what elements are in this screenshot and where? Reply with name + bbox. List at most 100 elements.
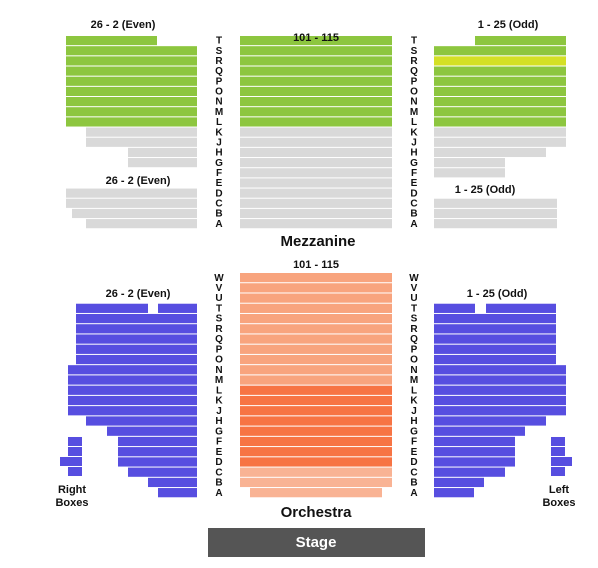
row-letter: P <box>216 344 223 355</box>
row-letter: K <box>215 396 223 407</box>
seat-row <box>128 147 197 158</box>
seat-row <box>86 127 197 137</box>
seat-row <box>68 467 82 476</box>
seat-row <box>434 137 566 147</box>
row-letter: T <box>216 303 222 314</box>
seat-row <box>128 467 197 477</box>
row-letter: Q <box>215 66 223 77</box>
seat-row <box>240 56 392 66</box>
seat-row <box>240 86 392 97</box>
seat-row <box>240 436 392 447</box>
seat-row <box>107 426 197 436</box>
seat-row <box>118 436 197 447</box>
seat-row <box>240 416 392 426</box>
seat-row <box>551 447 565 456</box>
row-letter: F <box>216 437 222 448</box>
seat-row <box>76 344 197 354</box>
seat-row <box>66 56 197 66</box>
seat-row <box>240 147 392 158</box>
seat-row <box>240 178 392 188</box>
row-letter: L <box>216 385 222 396</box>
row-letter: C <box>410 198 417 209</box>
seat-row <box>240 107 392 117</box>
seat-row <box>128 158 197 168</box>
seat-row <box>240 127 392 137</box>
seat-row <box>118 447 197 457</box>
seat-row <box>240 36 392 46</box>
seat-row <box>434 334 556 344</box>
row-letter: W <box>214 273 224 284</box>
seat-row <box>434 56 566 66</box>
seat-row <box>240 198 392 208</box>
seat-row <box>434 426 525 436</box>
row-letter: B <box>215 209 222 220</box>
row-letter: A <box>410 488 417 499</box>
seat-row <box>240 385 392 395</box>
seat-row <box>118 457 197 467</box>
row-letter: K <box>410 127 418 138</box>
row-letter: J <box>216 406 222 417</box>
row-letter: F <box>411 437 417 448</box>
row-letter: N <box>215 365 222 376</box>
row-letter: C <box>215 467 222 478</box>
seat-row <box>240 375 392 385</box>
seat-row <box>240 219 392 229</box>
row-letter: M <box>215 375 223 386</box>
seat-row <box>66 46 197 56</box>
seat-row <box>240 117 392 127</box>
seat-row <box>434 127 566 137</box>
seat-row <box>240 447 392 457</box>
seat-row <box>434 447 515 457</box>
seat-row <box>158 488 197 498</box>
row-letter: P <box>411 344 418 355</box>
seat-row <box>240 158 392 168</box>
seat-row <box>240 208 392 219</box>
row-letter: H <box>410 416 417 427</box>
seat-row <box>66 107 197 117</box>
seat-row <box>158 303 197 313</box>
row-letter: B <box>410 478 417 489</box>
row-letter: S <box>216 46 223 57</box>
seat-row <box>66 86 197 97</box>
seat-row <box>76 303 148 313</box>
seat-row <box>68 406 197 416</box>
row-letter: L <box>411 385 417 396</box>
row-letter: C <box>215 198 222 209</box>
row-letter: E <box>216 447 223 458</box>
row-letter: J <box>216 137 222 148</box>
seat-row <box>72 208 197 219</box>
row-letter: D <box>215 188 222 199</box>
row-letter: H <box>410 148 417 159</box>
row-letter: G <box>215 158 223 169</box>
row-letter: R <box>215 56 223 67</box>
row-letter: F <box>411 168 417 179</box>
row-letter: J <box>411 137 417 148</box>
seat-row <box>76 334 197 344</box>
seat-row <box>76 313 197 324</box>
row-letter: N <box>215 97 222 108</box>
row-letter: V <box>216 283 223 294</box>
row-letter: E <box>411 447 418 458</box>
section-label: 26 - 2 (Even) <box>106 175 171 187</box>
seat-row <box>240 354 392 365</box>
seat-row <box>66 66 197 76</box>
seat-row <box>434 208 557 219</box>
row-letter: U <box>410 293 417 304</box>
seat-row <box>434 147 546 158</box>
row-letter: O <box>215 87 223 98</box>
row-letter: R <box>410 56 418 67</box>
seat-row <box>240 344 392 354</box>
seat-row <box>148 477 197 488</box>
seat-row <box>240 66 392 76</box>
seat-row <box>434 344 556 354</box>
row-letter: R <box>410 324 418 335</box>
row-letter: H <box>215 148 222 159</box>
seat-row <box>86 137 197 147</box>
row-letter: T <box>216 36 222 47</box>
row-letter: G <box>215 426 223 437</box>
seat-row <box>434 488 474 498</box>
level-title: Orchestra <box>281 504 353 521</box>
section-label: 1 - 25 (Odd) <box>478 19 539 31</box>
row-letter: V <box>411 283 418 294</box>
